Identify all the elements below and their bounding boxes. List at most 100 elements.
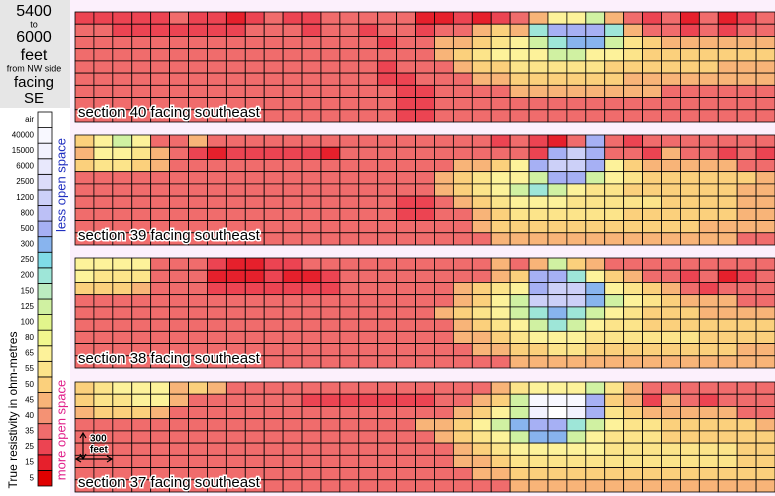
cell xyxy=(207,282,227,296)
cell xyxy=(698,418,719,432)
cell xyxy=(717,11,738,25)
cell xyxy=(642,294,662,308)
cell xyxy=(74,195,95,209)
cell xyxy=(717,418,738,432)
cell xyxy=(396,48,416,62)
cell xyxy=(623,207,643,221)
cell xyxy=(452,330,473,344)
cell xyxy=(434,72,454,86)
cell xyxy=(471,454,492,468)
cell xyxy=(604,282,625,296)
cell xyxy=(377,393,398,407)
cell xyxy=(320,418,341,432)
cell xyxy=(509,257,530,271)
cell xyxy=(528,60,549,74)
cell xyxy=(509,343,530,357)
cell xyxy=(112,269,133,283)
cell xyxy=(566,134,587,148)
cell xyxy=(566,232,587,246)
cell xyxy=(358,207,379,221)
cell xyxy=(339,479,360,493)
cell xyxy=(434,355,454,369)
cell xyxy=(301,269,322,283)
legend-swatch xyxy=(37,251,53,269)
cell xyxy=(301,393,322,407)
legend-label: 1200 xyxy=(16,193,34,202)
cell xyxy=(150,306,170,320)
cell xyxy=(225,36,246,50)
cell xyxy=(509,97,530,111)
cell xyxy=(566,183,587,197)
cell xyxy=(642,60,662,74)
cell xyxy=(680,294,700,308)
cell xyxy=(244,306,265,320)
cell xyxy=(301,418,322,432)
cell xyxy=(528,134,549,148)
cell xyxy=(547,381,568,395)
cell xyxy=(434,183,454,197)
cell xyxy=(301,343,322,357)
cell xyxy=(282,60,303,74)
cell xyxy=(320,355,341,369)
title-line: 6000 xyxy=(16,29,52,46)
cell xyxy=(263,220,284,234)
cell xyxy=(358,294,379,308)
cell xyxy=(301,442,322,456)
cell xyxy=(282,343,303,357)
cell xyxy=(509,393,530,407)
cell xyxy=(736,282,757,296)
cell xyxy=(358,306,379,320)
legend-swatch xyxy=(37,111,53,128)
cell xyxy=(604,479,625,493)
cell xyxy=(490,159,511,173)
cell xyxy=(471,97,492,111)
cell xyxy=(320,430,341,444)
cell xyxy=(282,442,303,456)
cell xyxy=(263,467,284,481)
cell xyxy=(547,11,568,25)
cell xyxy=(112,159,133,173)
cell xyxy=(642,430,662,444)
cell xyxy=(377,294,398,308)
cell xyxy=(358,269,379,283)
cell xyxy=(188,406,208,420)
cell xyxy=(131,393,152,407)
cell xyxy=(434,330,454,344)
cell xyxy=(415,207,435,221)
section-labels: section 40 facing southeast section 39 fa… xyxy=(77,102,263,492)
cell xyxy=(169,84,189,98)
cell xyxy=(528,48,549,62)
cell xyxy=(471,207,492,221)
cell xyxy=(112,183,133,197)
cell xyxy=(320,330,341,344)
cell xyxy=(661,330,681,344)
cell xyxy=(736,294,757,308)
cell xyxy=(112,146,133,160)
cell xyxy=(169,146,189,160)
cell xyxy=(93,269,114,283)
cell xyxy=(377,146,398,160)
cell xyxy=(225,430,246,444)
cell xyxy=(188,23,208,37)
cell xyxy=(358,146,379,160)
cell xyxy=(661,454,681,468)
cell xyxy=(415,355,435,369)
cell xyxy=(490,418,511,432)
cell xyxy=(169,183,189,197)
cell xyxy=(358,48,379,62)
cell xyxy=(320,381,341,395)
cell xyxy=(680,97,700,111)
cell xyxy=(339,195,360,209)
cell xyxy=(434,134,454,148)
cell xyxy=(736,257,757,271)
cell xyxy=(263,183,284,197)
cell xyxy=(509,220,530,234)
cell xyxy=(566,282,587,296)
cell xyxy=(263,418,284,432)
cell xyxy=(207,294,227,308)
cell xyxy=(528,269,549,283)
cell xyxy=(377,159,398,173)
cell xyxy=(528,442,549,456)
cell xyxy=(509,355,530,369)
cell xyxy=(528,171,549,185)
